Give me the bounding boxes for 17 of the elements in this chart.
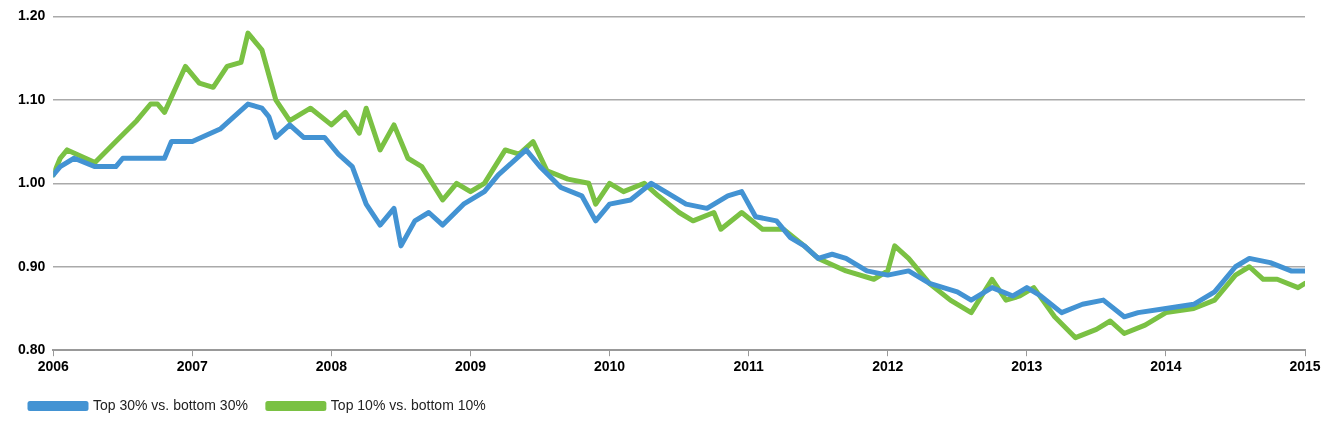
x-tick-label: 2008 [315,358,348,375]
y-tick-label: 0.80 [18,341,46,358]
x-tick-label: 2010 [594,358,626,375]
x-tick-label: 2009 [454,358,487,375]
x-tick-label: 2011 [733,358,765,375]
x-tick-label: 2013 [1011,358,1043,375]
x-tick-label: 2007 [176,358,209,375]
x-tick-label: 2014 [1150,358,1182,375]
y-tick-label: 1.20 [18,7,46,24]
legend-label: Top 10% vs. bottom 10% [330,396,486,413]
y-tick-label: 0.90 [18,257,46,274]
legend-label: Top 30% vs. bottom 30% [93,396,248,413]
y-tick-label: 1.10 [18,90,46,107]
x-tick-label: 2006 [37,358,70,375]
x-tick-label: 2012 [872,358,904,375]
y-tick-label: 1.00 [18,174,46,191]
x-tick-label: 2015 [1289,358,1321,375]
